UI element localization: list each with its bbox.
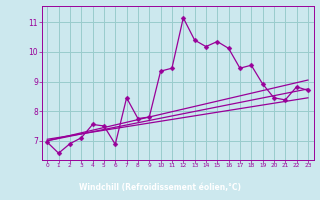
Text: Windchill (Refroidissement éolien,°C): Windchill (Refroidissement éolien,°C) [79, 183, 241, 192]
